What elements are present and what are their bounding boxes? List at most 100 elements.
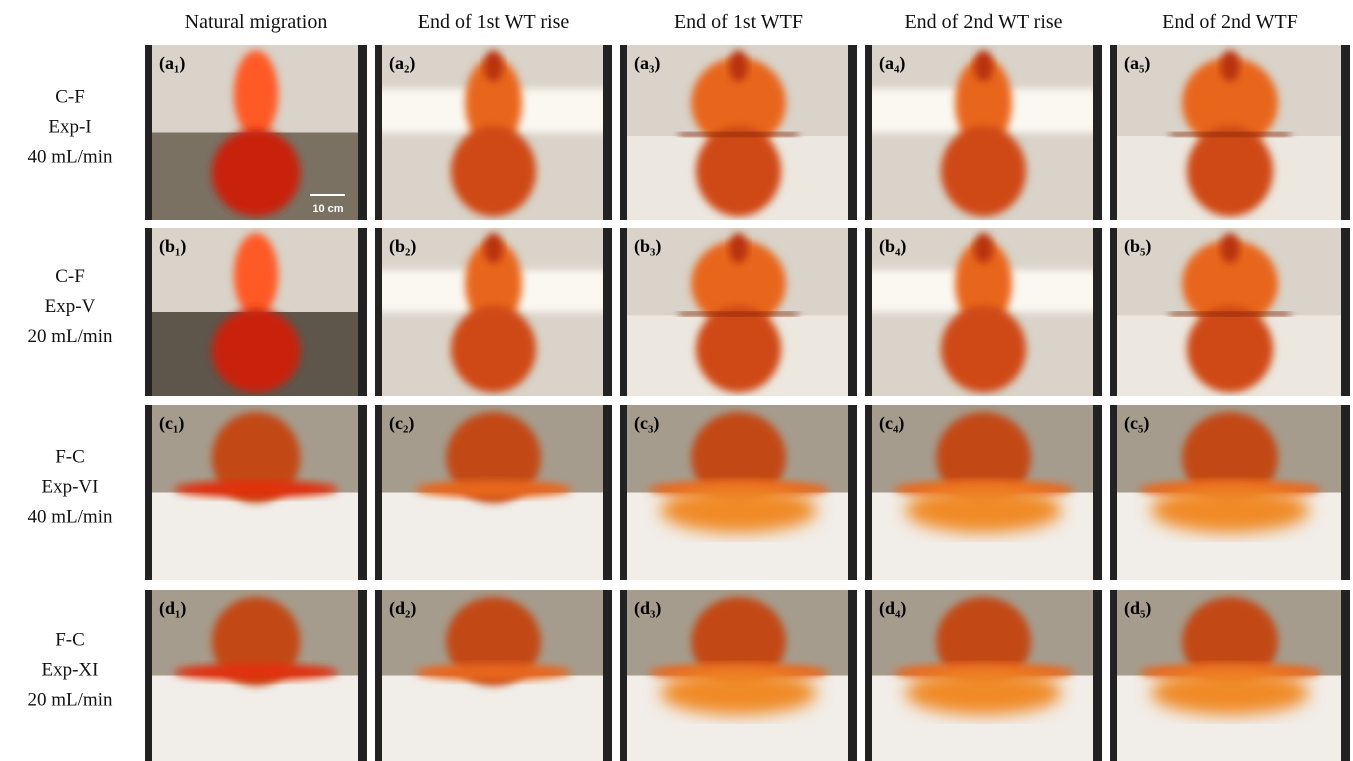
frame-right [1341,405,1350,580]
row-label: F-C [55,447,85,468]
frame-left [1110,590,1117,761]
column-header: End of 2nd WT rise [904,11,1062,33]
panel-label: (b₁) [159,236,186,257]
lower-zone [145,676,367,761]
plume [941,126,1026,217]
frame-left [620,45,627,220]
row-label: Exp-I [48,117,91,138]
frame-left [375,45,382,220]
row-label: 20 mL/min [28,690,113,711]
lower-zone [375,493,612,581]
panel-label: (c₁) [159,413,184,434]
plume [696,126,781,217]
spread-lower [1151,670,1309,714]
lower-zone [375,676,612,761]
frame-right [603,45,612,220]
column-header: Natural migration [185,11,328,33]
panel-label: (c₅) [1124,413,1149,434]
panel-label: (d₂) [389,598,416,619]
interface [679,133,798,137]
plume-tip [1220,50,1239,82]
interface [679,312,798,316]
row-label: F-C [55,630,85,651]
frame-right [1093,590,1102,761]
frame-right [1341,228,1350,396]
row-label: C-F [55,266,85,287]
spread [174,480,338,498]
frame-right [848,590,857,761]
plume-tip [974,233,993,263]
row-label: C-F [55,87,85,108]
frame-right [603,405,612,580]
plume-tip [484,50,503,82]
panel-label: (d₅) [1124,598,1151,619]
row-label: 40 mL/min [28,507,113,528]
frame-right [848,228,857,396]
panel-label: (c₃) [634,413,659,434]
plume [234,233,278,317]
plume-tip [1220,233,1239,263]
spread [174,664,338,681]
frame-right [1093,45,1102,220]
panel-label: (a₂) [389,53,415,74]
page: Natural migration End of 1st WT rise End o… [0,0,1353,761]
plume [212,309,301,393]
panel-label: (c₂) [389,413,414,434]
plume [451,305,536,392]
frame-left [865,45,872,220]
frame-left [375,590,382,761]
frame-left [1110,405,1117,580]
interface [1170,312,1290,316]
frame-left [375,228,382,396]
plume [1187,126,1273,217]
frame-right [1093,228,1102,396]
panel-label: (b₂) [389,236,416,257]
panel-label: (c₄) [879,413,904,434]
plume [1187,305,1273,392]
spread-lower [905,670,1061,714]
panel-label: (b₃) [634,236,661,257]
frame-left [145,228,152,396]
plume-tip [484,233,503,263]
panel-label: (a₄) [879,53,905,74]
panel-label: (a₅) [1124,53,1150,74]
frame-right [603,228,612,396]
plume [451,126,536,217]
panel-label: (d₁) [159,598,186,619]
frame-right [848,405,857,580]
row-label: Exp-XI [42,660,99,681]
frame-left [620,228,627,396]
scale-bar-label: 10 cm [312,203,343,215]
frame-left [1110,45,1117,220]
spread-lower [1151,487,1309,533]
plume-tip [729,233,748,263]
panel-label: (b₅) [1124,236,1151,257]
frame-left [145,45,152,220]
row-label: Exp-VI [42,477,99,498]
panel-label: (d₄) [879,598,906,619]
plume-tip [729,50,748,82]
frame-left [375,405,382,580]
row-label: 40 mL/min [28,147,113,168]
spread [415,664,571,681]
plume [941,305,1026,392]
frame-left [865,590,872,761]
plume [696,305,781,392]
frame-left [1110,228,1117,396]
figure: Natural migration End of 1st WT rise End o… [0,0,1353,761]
frame-right [358,405,367,580]
panel-label: (d₃) [634,598,661,619]
column-header: End of 1st WT rise [418,11,570,33]
spread-lower [660,487,816,533]
frame-right [1341,590,1350,761]
plume [234,50,278,138]
frame-left [865,405,872,580]
spread-lower [905,487,1061,533]
panel-label: (a₃) [634,53,660,74]
frame-left [620,590,627,761]
interface [1170,133,1290,137]
frame-right [1093,405,1102,580]
frame-left [620,405,627,580]
frame-left [145,405,152,580]
plume [212,129,301,217]
